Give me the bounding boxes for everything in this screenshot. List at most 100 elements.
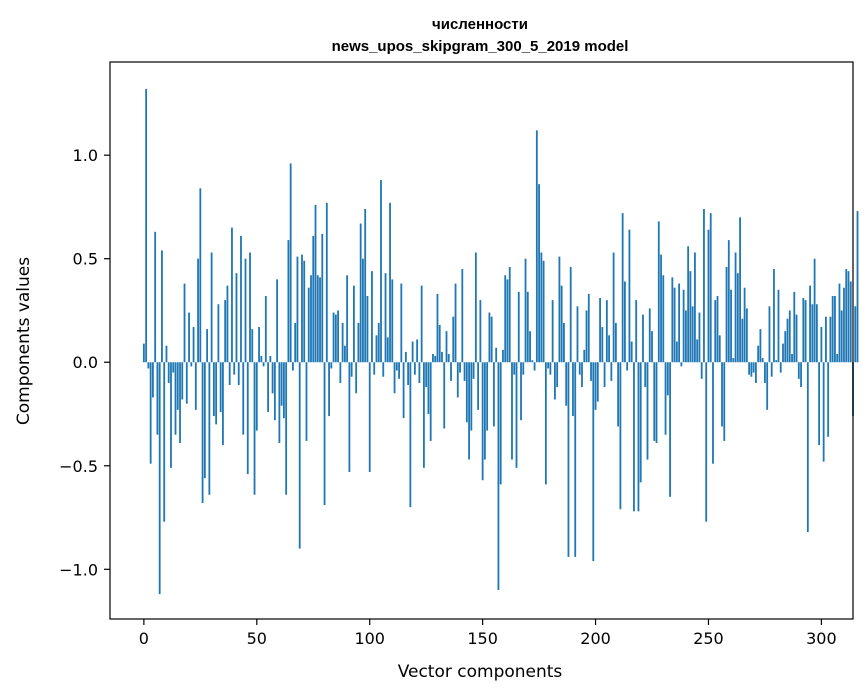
bar-33 — [217, 304, 220, 363]
bar-58 — [273, 362, 276, 421]
bar-169 — [524, 258, 527, 363]
bar-70 — [301, 254, 303, 363]
bar-44 — [242, 362, 245, 435]
bar-110 — [391, 279, 394, 363]
bar-128 — [432, 353, 434, 363]
bar-119 — [411, 341, 414, 363]
bar-197 — [587, 293, 590, 363]
bar-81 — [325, 202, 328, 363]
bar-147 — [474, 252, 477, 363]
x-tick-label: 0 — [139, 629, 149, 648]
bar-12 — [170, 362, 172, 468]
bar-205 — [605, 300, 608, 363]
bar-286 — [788, 310, 791, 363]
bar-234 — [671, 277, 674, 363]
bar-189 — [569, 266, 572, 363]
bar-235 — [673, 287, 676, 363]
bar-173 — [533, 362, 536, 371]
bar-57 — [271, 362, 274, 394]
bar-208 — [612, 252, 615, 363]
bar-56 — [269, 356, 272, 363]
bar-71 — [303, 260, 306, 363]
bar-179 — [547, 362, 550, 369]
bar-258 — [725, 266, 728, 363]
bar-27 — [203, 362, 206, 479]
bar-277 — [768, 306, 771, 363]
bar-284 — [784, 331, 787, 363]
bar-153 — [488, 312, 491, 363]
bar-11 — [167, 362, 170, 383]
bar-60 — [278, 362, 281, 443]
bar-311 — [845, 269, 848, 363]
bar-288 — [793, 291, 796, 363]
bar-194 — [581, 362, 583, 388]
bar-200 — [594, 362, 597, 410]
bar-139 — [456, 362, 459, 398]
bar-297 — [813, 258, 816, 363]
bar-273 — [759, 329, 762, 363]
bar-109 — [389, 202, 391, 363]
bar-159 — [502, 349, 504, 363]
bar-191 — [574, 362, 577, 557]
bar-203 — [601, 327, 604, 363]
bar-130 — [436, 293, 439, 363]
bar-132 — [441, 351, 443, 363]
bar-244 — [694, 252, 696, 363]
bar-193 — [578, 362, 581, 375]
bar-256 — [721, 362, 723, 427]
bar-206 — [608, 335, 610, 363]
bar-183 — [556, 362, 559, 388]
bar-285 — [786, 318, 789, 363]
bar-72 — [305, 362, 308, 441]
bar-98 — [364, 209, 367, 363]
bar-253 — [714, 300, 717, 363]
bar-148 — [477, 362, 480, 410]
bar-40 — [233, 362, 236, 375]
bar-22 — [192, 327, 195, 363]
bar-225 — [651, 331, 653, 363]
bar-73 — [307, 287, 310, 363]
bar-231 — [664, 362, 667, 435]
bar-8 — [161, 250, 163, 363]
bar-1 — [145, 88, 148, 363]
bar-281 — [777, 289, 780, 363]
bar-76 — [314, 204, 317, 363]
bar-37 — [226, 285, 229, 363]
bar-289 — [795, 314, 798, 363]
chart-title-line2: news_upos_skipgram_300_5_2019 model — [332, 38, 629, 55]
bar-233 — [669, 362, 671, 497]
bar-282 — [779, 362, 782, 373]
bar-5 — [154, 231, 157, 363]
bar-300 — [820, 327, 823, 363]
bar-42 — [237, 362, 240, 386]
bar-142 — [463, 362, 466, 381]
bar-249 — [705, 362, 708, 522]
bar-21 — [190, 362, 193, 367]
bar-95 — [357, 322, 360, 363]
bar-151 — [483, 362, 486, 460]
bar-55 — [267, 362, 269, 412]
bar-140 — [459, 362, 461, 373]
bar-255 — [718, 335, 721, 363]
bar-175 — [538, 184, 540, 363]
bar-178 — [544, 362, 547, 485]
bar-123 — [420, 285, 423, 363]
bar-252 — [712, 362, 714, 464]
bar-129 — [434, 356, 437, 363]
x-tick-label: 50 — [247, 629, 267, 648]
bar-271 — [754, 362, 757, 383]
bar-172 — [531, 360, 534, 363]
bar-69 — [298, 362, 301, 549]
bar-series — [142, 88, 859, 595]
bar-230 — [662, 275, 665, 363]
bar-236 — [675, 341, 678, 363]
bar-241 — [687, 246, 690, 363]
bar-308 — [838, 283, 841, 363]
bar-146 — [472, 362, 475, 379]
bar-299 — [818, 362, 821, 446]
bar-190 — [572, 362, 574, 417]
bar-100 — [368, 362, 371, 472]
bar-290 — [797, 362, 800, 379]
bar-228 — [657, 221, 660, 363]
bar-254 — [716, 295, 719, 363]
